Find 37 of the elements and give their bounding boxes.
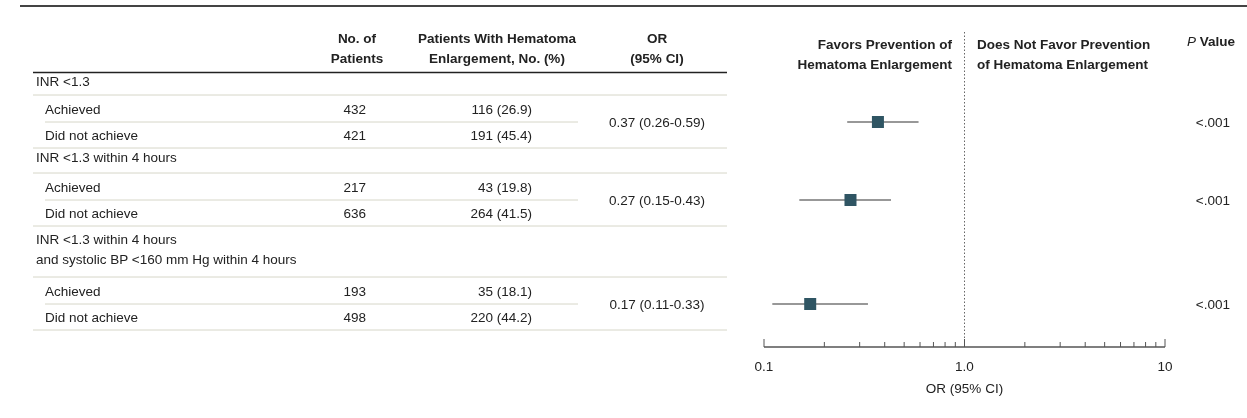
text: 636	[343, 206, 366, 221]
text: <.001	[1195, 297, 1230, 312]
annotation: Favors Prevention of Hematoma Enlargement	[797, 37, 953, 72]
text: Achieved	[45, 284, 101, 299]
text: 191 (45.4)	[470, 128, 532, 143]
text: Achieved	[45, 180, 101, 195]
text: 35 (18.1)	[477, 284, 532, 299]
text: INR <1.3	[36, 74, 90, 89]
text: 217	[343, 180, 366, 195]
text: 432	[343, 102, 366, 117]
text: 220 (44.2)	[470, 310, 532, 325]
x-tick-label: 1.0	[955, 359, 974, 374]
data-label: 0.27 (0.15-0.43)	[608, 193, 706, 208]
text: INR <1.3 within 4 hours	[36, 150, 177, 165]
x-axis-title: OR (95% CI)	[925, 381, 1004, 396]
text: 193	[343, 284, 366, 299]
text: Did not achieve	[45, 206, 139, 221]
text: Patients With Hematoma Enlargement, No. (%)	[417, 31, 577, 66]
text: INR <1.3 within 4 hours and systolic BP <160 mm Hg within 4 hours	[36, 232, 297, 267]
text: Did not achieve	[45, 310, 139, 325]
text: 264 (41.5)	[470, 206, 532, 221]
text: OR (95% CI)	[630, 31, 684, 66]
text: No. of Patients	[330, 31, 384, 66]
x-tick-label: 10	[1157, 359, 1173, 374]
annotation: Does Not Favor Prevention of Hematoma Enlargement	[977, 37, 1151, 72]
text: 421	[343, 128, 366, 143]
text: <.001	[1195, 193, 1230, 208]
text: 43 (19.8)	[477, 180, 532, 195]
text: <.001	[1195, 115, 1230, 130]
data-label: 0.37 (0.26-0.59)	[608, 115, 706, 130]
text: 116 (26.9)	[471, 102, 532, 117]
text: Achieved	[45, 102, 101, 117]
text: P Value	[1186, 34, 1236, 49]
data-label: 0.17 (0.11-0.33)	[609, 297, 705, 312]
text: Did not achieve	[45, 128, 139, 143]
x-tick-label: 0.1	[754, 359, 774, 374]
text: 498	[343, 310, 366, 325]
